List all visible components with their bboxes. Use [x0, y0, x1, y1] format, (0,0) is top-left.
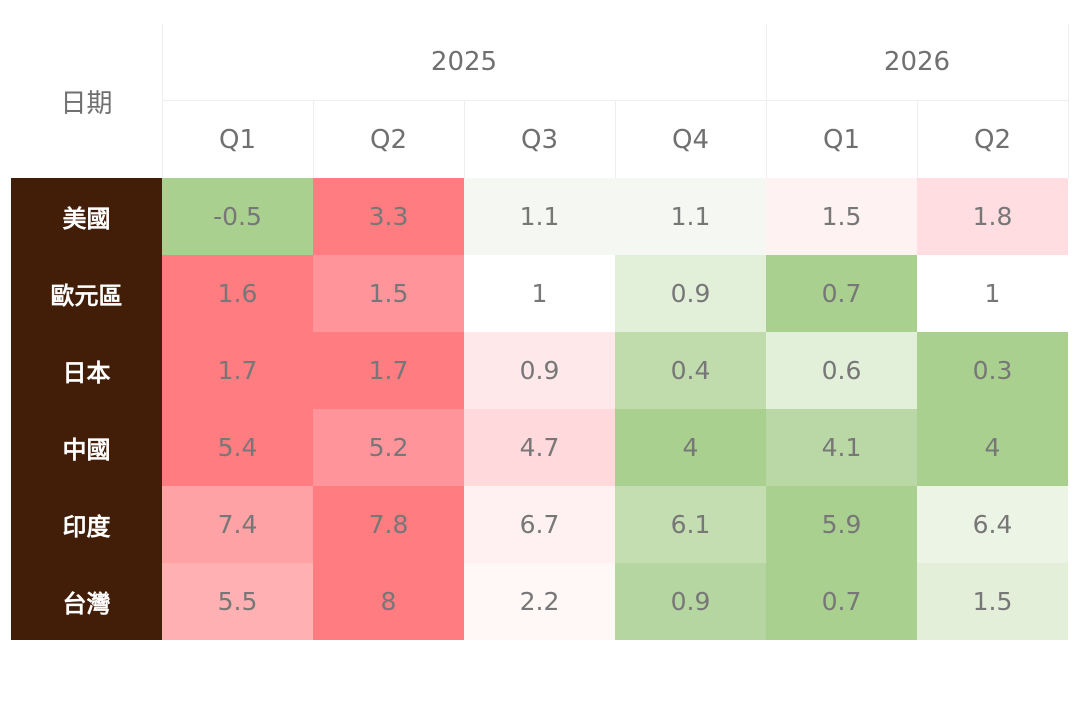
heatmap-cell: 4 [615, 409, 766, 486]
header-divider [162, 24, 163, 178]
heatmap-cell: 7.4 [162, 486, 313, 563]
heatmap-cell: 5.4 [162, 409, 313, 486]
heatmap-cell: 0.3 [917, 332, 1068, 409]
header-divider [766, 24, 767, 178]
heatmap-cell: 6.7 [464, 486, 615, 563]
heatmap-cell: 0.4 [615, 332, 766, 409]
quarter-header: Q3 [520, 124, 558, 155]
heatmap-cell: 4 [917, 409, 1068, 486]
heatmap-cell: 8 [313, 563, 464, 640]
heatmap-cell: 1.5 [766, 178, 917, 255]
heatmap-cell: 1.5 [313, 255, 464, 332]
heatmap-cell: 4.7 [464, 409, 615, 486]
header-divider [615, 101, 616, 178]
heatmap-cell: 5.5 [162, 563, 313, 640]
heatmap-cell: 0.9 [464, 332, 615, 409]
year-header: 2025 [162, 24, 766, 101]
heatmap-cell: 4.1 [766, 409, 917, 486]
row-label: 美國 [11, 178, 162, 255]
heatmap-cell: 1 [464, 255, 615, 332]
quarter-header: Q2 [973, 124, 1011, 155]
heatmap-cell: 1.1 [615, 178, 766, 255]
heatmap-cell: 2.2 [464, 563, 615, 640]
heatmap-cell: 1.6 [162, 255, 313, 332]
heatmap-cell: 1.7 [162, 332, 313, 409]
heatmap-cell: 0.7 [766, 563, 917, 640]
heatmap-cell: -0.5 [162, 178, 313, 255]
heatmap-cell: 5.2 [313, 409, 464, 486]
quarter-header: Q1 [822, 124, 860, 155]
row-label: 台灣 [11, 563, 162, 640]
row-label: 印度 [11, 486, 162, 563]
heatmap-cell: 1.1 [464, 178, 615, 255]
heatmap-cell: 0.9 [615, 255, 766, 332]
heatmap-cell: 0.9 [615, 563, 766, 640]
corner-header: 日期 [60, 88, 113, 119]
row-label: 日本 [11, 332, 162, 409]
heatmap-cell: 3.3 [313, 178, 464, 255]
heatmap-cell: 1.8 [917, 178, 1068, 255]
heatmap-cell: 6.1 [615, 486, 766, 563]
heatmap-cell: 0.7 [766, 255, 917, 332]
heatmap-cell: 1.7 [313, 332, 464, 409]
quarter-header: Q1 [218, 124, 256, 155]
heatmap-cell: 1 [917, 255, 1068, 332]
row-label: 中國 [11, 409, 162, 486]
heatmap-cell: 6.4 [917, 486, 1068, 563]
quarter-header: Q2 [369, 124, 407, 155]
quarter-header: Q4 [671, 124, 709, 155]
year-header: 2026 [766, 24, 1068, 101]
heatmap-cell: 7.8 [313, 486, 464, 563]
header-divider [1068, 24, 1069, 178]
heatmap-cell: 5.9 [766, 486, 917, 563]
heatmap-cell: 1.5 [917, 563, 1068, 640]
row-label: 歐元區 [11, 255, 162, 332]
header-divider [313, 101, 314, 178]
header-divider [464, 101, 465, 178]
header-divider [917, 101, 918, 178]
heatmap-cell: 0.6 [766, 332, 917, 409]
